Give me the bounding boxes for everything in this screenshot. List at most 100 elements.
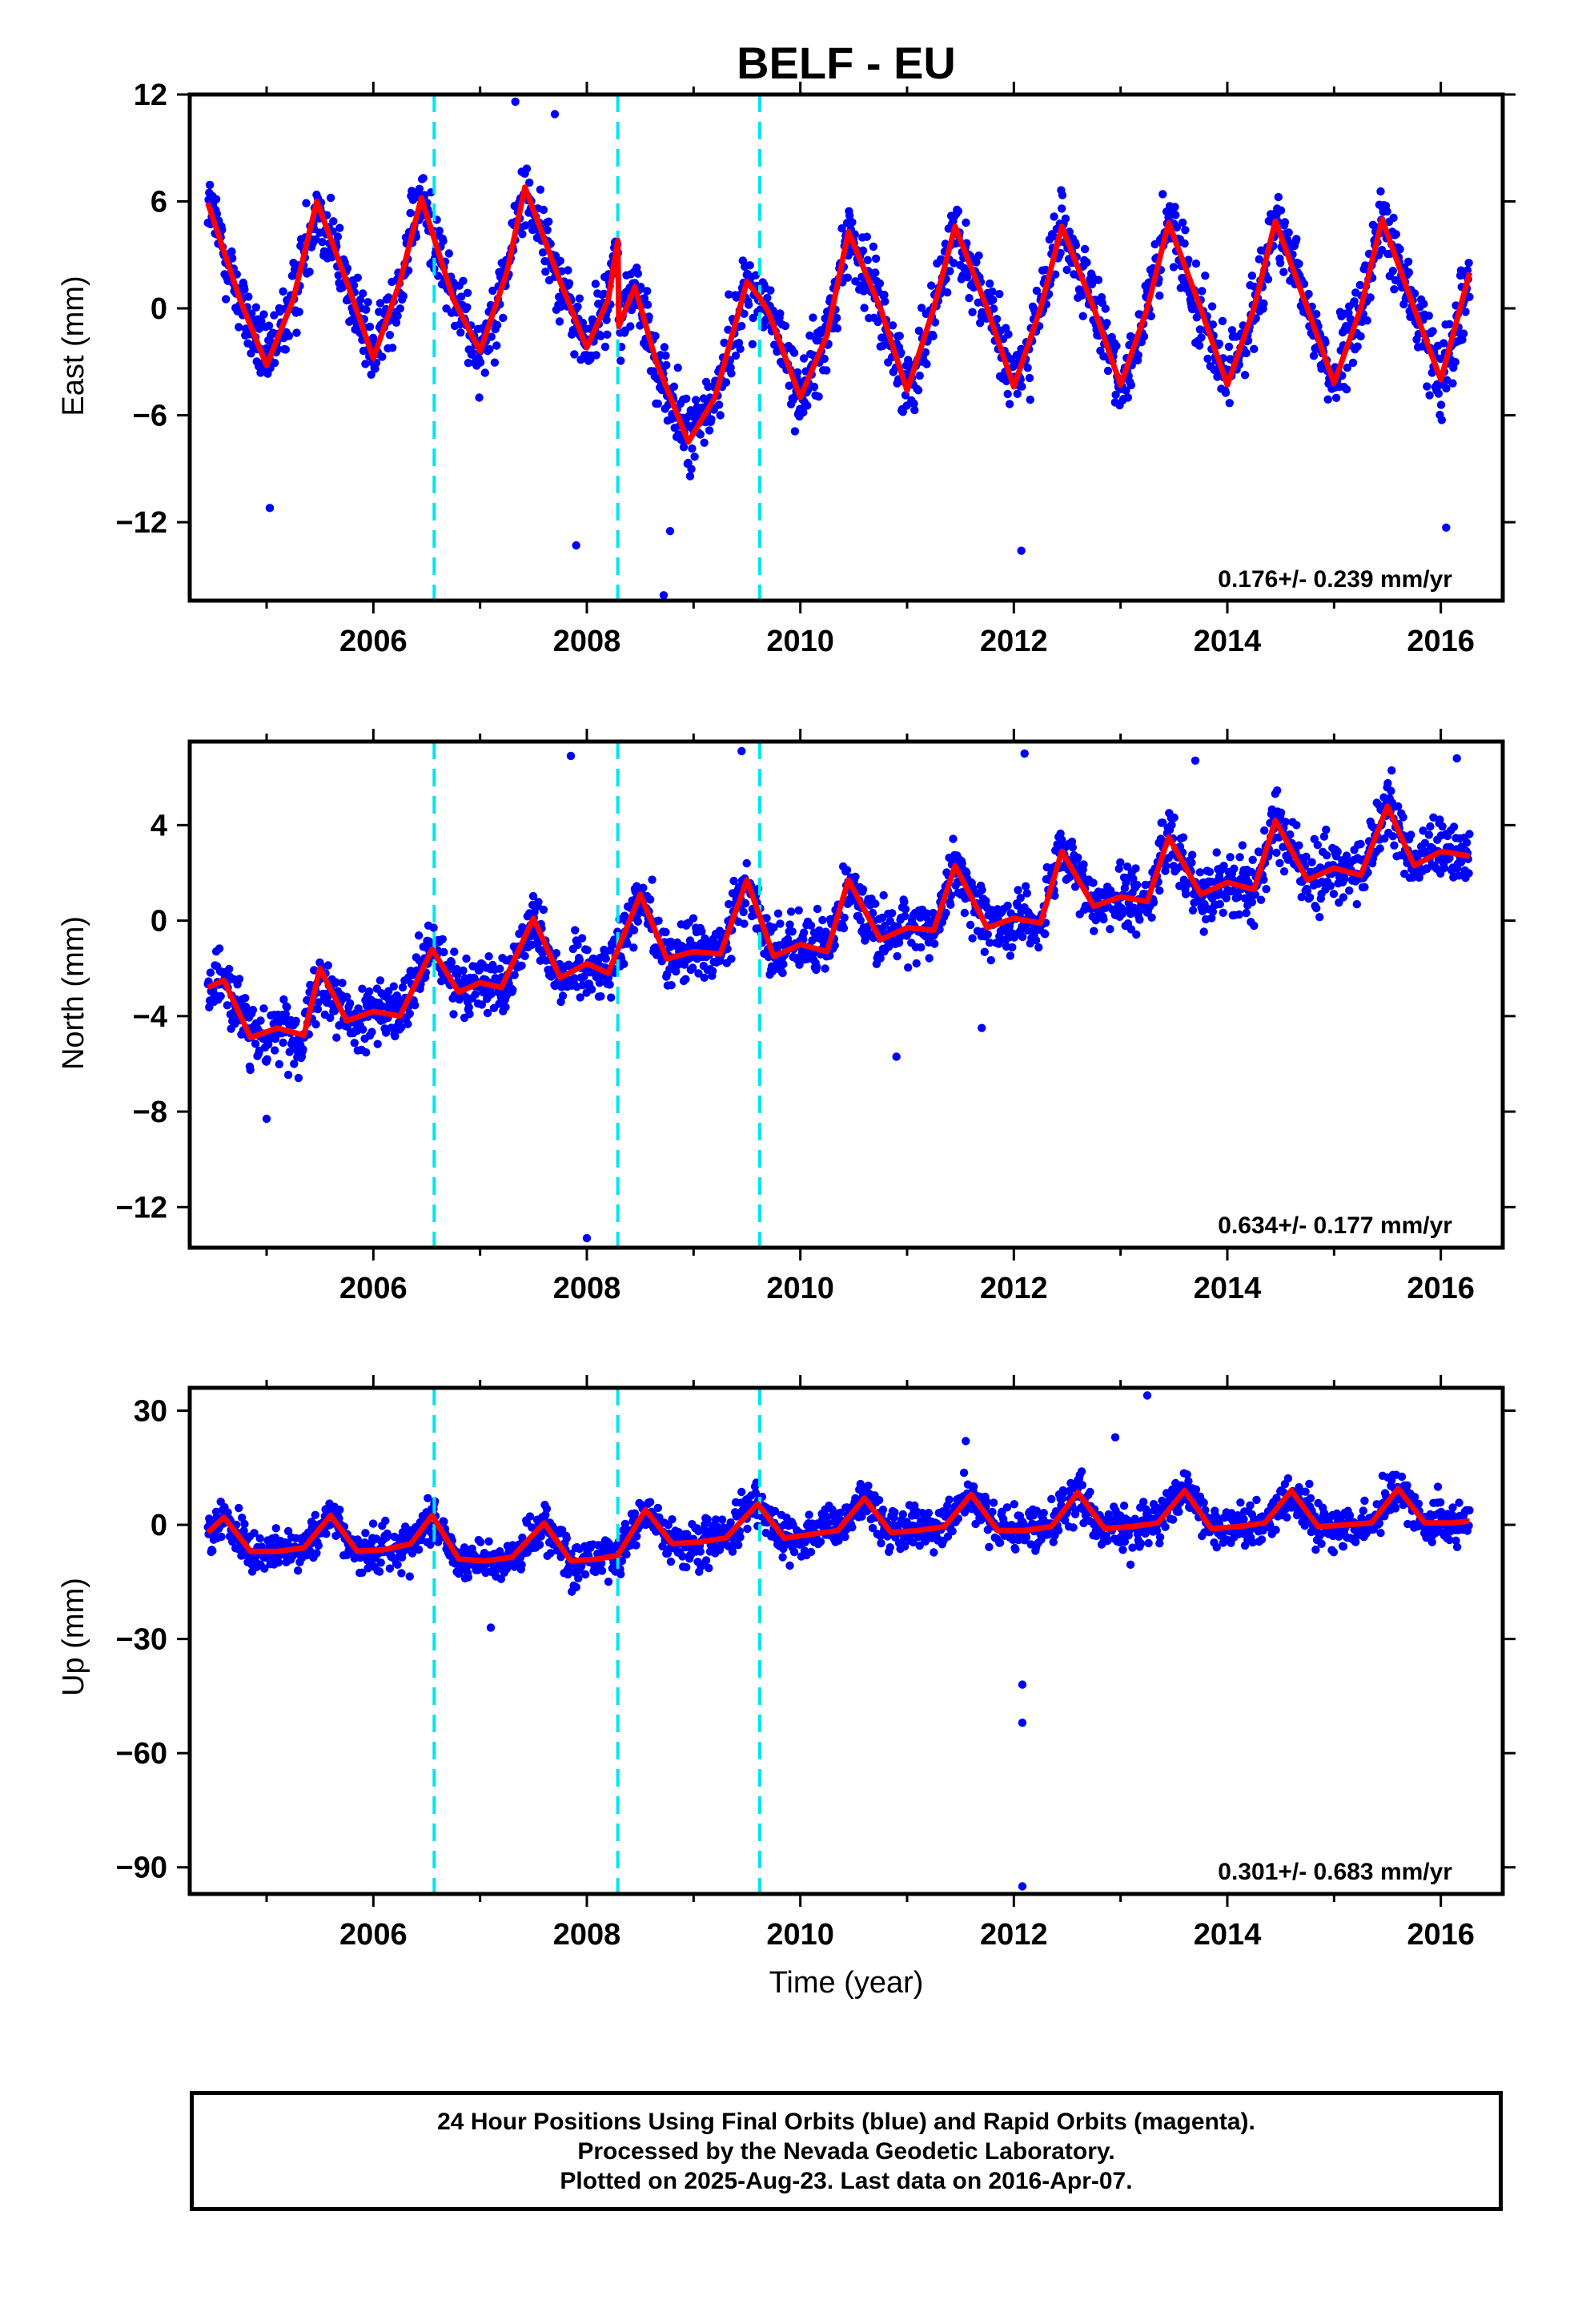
east-point (602, 316, 611, 324)
east-point (265, 504, 275, 513)
east-point (756, 305, 765, 314)
north-point (818, 915, 827, 925)
up-point (713, 1522, 722, 1532)
east-point (603, 330, 612, 339)
east-point (292, 328, 301, 337)
up-point (535, 1540, 544, 1550)
north-point (968, 934, 977, 943)
east-point (365, 322, 375, 332)
east-point (763, 293, 772, 303)
north-point (1133, 880, 1142, 890)
east-point (917, 304, 926, 312)
east-point (972, 258, 981, 267)
north-point (773, 909, 783, 918)
north-point (449, 1010, 458, 1019)
up-point (732, 1512, 741, 1521)
up-point (653, 1503, 662, 1513)
east-point (396, 304, 404, 313)
east-point (1191, 259, 1201, 268)
east-point (247, 309, 256, 318)
north-point (571, 926, 580, 935)
east-point (858, 246, 868, 255)
east-point (740, 309, 749, 318)
up-point (484, 1537, 493, 1546)
north-point (484, 952, 493, 961)
east-point (591, 279, 600, 288)
north-point (623, 939, 632, 948)
east-point (435, 227, 444, 235)
north-point (1342, 851, 1351, 860)
north-point (1419, 826, 1427, 835)
east-point (1425, 391, 1434, 400)
east-point (573, 302, 582, 312)
east-point (1058, 191, 1067, 199)
east-point (888, 321, 897, 330)
north-point (1212, 848, 1221, 857)
north-point (1006, 951, 1015, 960)
north-point (1215, 899, 1225, 909)
north-point (391, 1031, 400, 1041)
east-point (860, 304, 869, 312)
east-point (205, 180, 215, 190)
north-point (1295, 841, 1303, 850)
east-point (284, 332, 294, 340)
east-point (499, 313, 508, 323)
up-point (363, 1564, 372, 1573)
north-point (1219, 908, 1228, 918)
east-point (1295, 259, 1303, 268)
north-point (1182, 890, 1191, 899)
east-point (318, 238, 327, 247)
up-point (361, 1529, 370, 1538)
east-point (633, 269, 643, 278)
north-point (447, 958, 456, 967)
north-point (1339, 893, 1348, 902)
north-point (1147, 913, 1156, 923)
east-point (511, 97, 520, 107)
north-point (1022, 882, 1030, 891)
north-point (893, 951, 901, 961)
north-point (251, 1039, 260, 1048)
east-point (240, 285, 249, 294)
east-xtick-label: 2016 (1407, 625, 1475, 658)
up-point (381, 1516, 390, 1526)
east-point (848, 218, 857, 227)
east-point (898, 408, 908, 416)
up-point (293, 1566, 303, 1575)
east-point (279, 287, 287, 296)
east-point (264, 321, 274, 330)
up-point (678, 1552, 687, 1561)
east-point (1058, 204, 1066, 213)
north-point (375, 976, 385, 985)
north-point (1187, 858, 1196, 867)
north-point (354, 1004, 363, 1013)
east-point (1279, 267, 1288, 276)
east-point (570, 350, 579, 359)
up-point (789, 1547, 799, 1557)
east-point (1321, 338, 1330, 347)
north-point (539, 905, 548, 915)
east-point (1155, 292, 1164, 300)
up-point (525, 1512, 535, 1521)
east-xtick-label: 2010 (766, 625, 834, 658)
north-point (629, 926, 639, 935)
north-point (794, 906, 803, 915)
north-point (1207, 914, 1216, 923)
north-point (1462, 838, 1472, 847)
up-point (314, 1541, 323, 1550)
east-point (1178, 218, 1187, 227)
east-point (1366, 293, 1375, 302)
east-ytick-label: −6 (133, 400, 167, 433)
north-point (776, 919, 785, 928)
east-point (1343, 364, 1352, 372)
north-point (1234, 892, 1243, 902)
east-point (1050, 212, 1058, 221)
up-point (805, 1510, 813, 1519)
east-point (1003, 389, 1012, 399)
east-point (988, 287, 997, 296)
north-point (620, 959, 628, 968)
east-point (862, 232, 872, 241)
north-point (901, 911, 909, 921)
east-point (1025, 373, 1034, 383)
north-xtick-label: 2006 (339, 1272, 408, 1305)
north-point (788, 927, 797, 936)
